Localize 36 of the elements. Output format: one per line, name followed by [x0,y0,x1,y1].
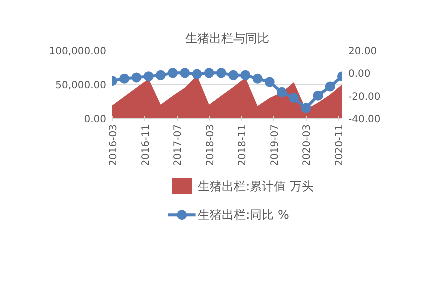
legend-label: 生猪出栏:同比 % [198,208,290,222]
point [192,69,202,80]
chart-title: 生猪出栏与同比 [186,32,270,46]
legend-label: 生猪出栏:累计值 万头 [198,179,314,194]
point [156,70,166,80]
x-tick-label: 2016-03 [108,124,120,166]
x-tick-label: 2018-03 [205,124,216,166]
point [228,70,239,80]
point [325,82,336,92]
y2-tick-label: -40.00 [348,114,381,126]
x-tick-label: 2020-11 [334,124,346,166]
x-tick-label: 2018-11 [238,124,249,166]
y-tick-label: 50,000.00 [56,80,107,92]
point [168,68,178,78]
point [252,74,263,84]
point [276,87,287,98]
point [180,68,190,78]
point [240,70,251,80]
point [264,77,275,88]
x-tick-label: 2016-11 [140,124,152,166]
y-tick-label: 100,000.00 [49,46,107,58]
point [313,90,324,101]
y2-tick-label: 0.00 [348,69,371,80]
point [216,68,226,78]
y-tick-label: 0.00 [84,114,106,126]
point [120,74,130,84]
y2-tick-label: 20.00 [348,46,378,58]
x-tick-label: 2017-07 [173,124,184,166]
point [301,103,312,114]
point [204,68,214,78]
y2-tick-label: -20.00 [348,92,381,103]
point [289,93,300,104]
x-tick-label: 2020-03 [302,124,314,166]
point [132,72,142,83]
point [144,72,154,82]
x-tick-label: 2019-07 [270,124,281,166]
